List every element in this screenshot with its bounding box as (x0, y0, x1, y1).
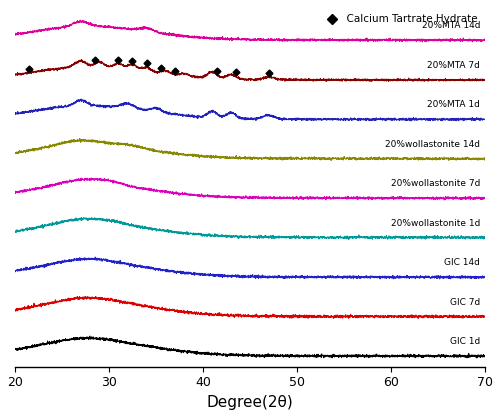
Text: 20%MTA 1d: 20%MTA 1d (428, 100, 480, 109)
X-axis label: Degree(2θ): Degree(2θ) (206, 395, 294, 410)
Text: 20%MTA 14d: 20%MTA 14d (422, 21, 480, 30)
Legend:   Calcium Tartrate Hydrate: Calcium Tartrate Hydrate (326, 12, 480, 26)
Text: 20%wollastonite 1d: 20%wollastonite 1d (391, 219, 480, 228)
Text: 20%wollastonite 14d: 20%wollastonite 14d (386, 140, 480, 148)
Text: GIC 1d: GIC 1d (450, 337, 480, 346)
Text: 20%wollastonite 7d: 20%wollastonite 7d (391, 179, 480, 188)
Text: GIC 14d: GIC 14d (444, 258, 480, 267)
Text: 20%MTA 7d: 20%MTA 7d (428, 60, 480, 70)
Text: GIC 7d: GIC 7d (450, 298, 480, 306)
